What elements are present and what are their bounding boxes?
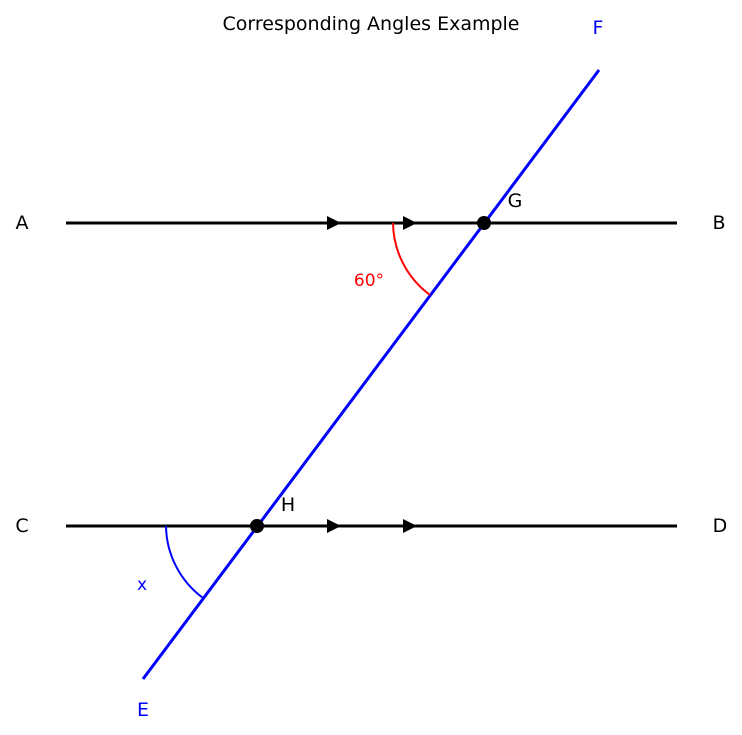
- label-b: B: [712, 212, 725, 234]
- label-d: D: [713, 515, 728, 537]
- given-angle-label: 60°: [354, 271, 384, 291]
- unknown-angle-arc: [165, 525, 204, 599]
- label-e: E: [137, 699, 149, 721]
- label-a: A: [16, 212, 29, 234]
- label-g: G: [508, 190, 523, 212]
- label-h: H: [281, 494, 295, 516]
- unknown-angle-label: x: [137, 575, 147, 595]
- parallel-marker-cd-1: [327, 519, 341, 533]
- label-f: F: [593, 17, 604, 39]
- point-g: [477, 216, 491, 230]
- diagram-title: Corresponding Angles Example: [223, 13, 520, 35]
- label-c: C: [15, 515, 28, 537]
- given-angle-arc: [392, 222, 431, 296]
- transversal-ef: [141, 69, 601, 680]
- parallel-marker-cd-2: [403, 519, 417, 533]
- parallel-marker-ab-2: [403, 216, 417, 230]
- point-h: [250, 519, 264, 533]
- parallel-marker-ab-1: [327, 216, 341, 230]
